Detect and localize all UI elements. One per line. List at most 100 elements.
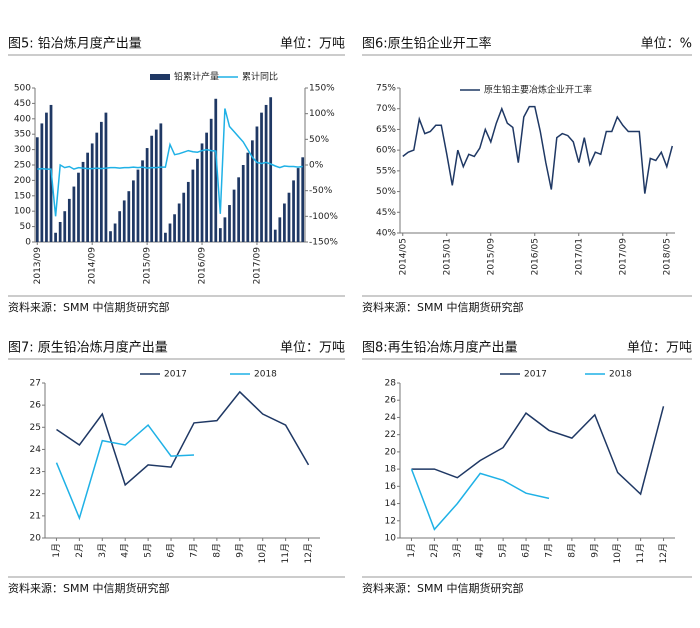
y-tick-label: 40% — [376, 229, 396, 239]
y-tick-label: 12 — [385, 516, 396, 526]
y-tick-label: 55% — [376, 166, 396, 176]
bar — [237, 177, 241, 242]
bar — [246, 152, 250, 242]
bar — [99, 121, 103, 242]
bar — [177, 203, 181, 242]
panel-unit: 单位：万吨 — [280, 37, 345, 52]
bar — [196, 158, 199, 242]
bar — [164, 232, 167, 242]
y2-tick-label: -150% — [309, 238, 338, 248]
bar — [159, 123, 163, 242]
bar — [127, 191, 131, 242]
bar — [72, 186, 76, 242]
y-tick-label: 14 — [385, 499, 397, 509]
x-tick-label: 1月 — [406, 543, 417, 558]
bar — [145, 148, 149, 242]
source-note: 资料来源：SMM 中信期货研究部 — [8, 300, 169, 314]
x-tick-label: 7月 — [188, 543, 199, 558]
bar — [260, 112, 263, 242]
bar — [228, 205, 231, 242]
panel-title: 图8:再生铅冶炼月度产出量 — [362, 340, 518, 356]
bar — [218, 228, 222, 242]
bar — [273, 229, 277, 242]
x-tick-label: 4月 — [475, 543, 486, 558]
x-tick-label: 2016/09 — [198, 247, 208, 285]
x-tick-label: 6月 — [166, 543, 177, 558]
legend-label: 2017 — [524, 370, 547, 380]
x-tick-label: 12月 — [658, 543, 669, 563]
bar — [132, 180, 135, 242]
y-tick-label: 50% — [376, 187, 396, 197]
bar — [40, 123, 44, 242]
bar — [241, 165, 245, 242]
bar — [150, 135, 154, 242]
y-tick-label: 300 — [14, 145, 31, 155]
y-tick-label: 100 — [14, 207, 31, 217]
bar — [95, 132, 99, 242]
series-line — [37, 108, 303, 217]
y-tick-label: 18 — [385, 465, 397, 475]
x-tick-label: 10月 — [257, 543, 268, 563]
series-line — [402, 105, 674, 194]
y-tick-label: 23 — [30, 467, 41, 477]
bar — [223, 217, 227, 242]
x-tick-label: 2017/09 — [252, 247, 262, 285]
bar — [118, 211, 122, 242]
series-line — [55, 424, 195, 521]
bar — [45, 112, 48, 242]
bar — [86, 152, 89, 242]
x-tick-label: 2018/05 — [662, 238, 672, 275]
y-tick-label: 250 — [14, 161, 31, 171]
y2-tick-label: -100% — [309, 212, 338, 222]
x-tick-label: 2月 — [429, 543, 440, 558]
bar — [90, 143, 94, 242]
x-tick-label: 5月 — [143, 543, 154, 558]
panel-unit: 单位：% — [641, 37, 692, 52]
legend-label: 铅累计产量 — [174, 71, 219, 83]
bar — [154, 129, 158, 242]
y2-tick-label: 50% — [309, 135, 329, 145]
bar — [81, 161, 85, 242]
bar — [113, 223, 117, 242]
bar — [278, 217, 282, 242]
x-tick-label: 2月 — [74, 543, 85, 558]
legend-label: 2018 — [609, 370, 632, 380]
y-tick-label: 450 — [14, 99, 31, 109]
y-tick-label: 0 — [25, 238, 31, 248]
y2-tick-label: 100% — [309, 109, 335, 119]
y-tick-label: 70% — [376, 104, 396, 114]
x-tick-label: 3月 — [97, 543, 108, 558]
y-tick-label: 24 — [30, 445, 42, 455]
x-tick-label: 9月 — [234, 543, 245, 558]
x-tick-label: 8月 — [211, 543, 222, 558]
bar — [287, 192, 291, 242]
x-tick-label: 4月 — [120, 543, 131, 558]
bar — [67, 198, 71, 242]
y-tick-label: 20 — [385, 447, 397, 457]
y2-tick-label: -50% — [309, 186, 333, 196]
bar — [264, 104, 268, 242]
bar — [200, 143, 204, 242]
bar — [251, 140, 254, 242]
bar — [54, 232, 57, 242]
y-tick-label: 25 — [30, 423, 41, 433]
x-tick-label: 2016/05 — [530, 238, 540, 275]
x-tick-label: 8月 — [566, 543, 577, 558]
y-tick-label: 21 — [30, 511, 41, 521]
x-tick-label: 2017/09 — [618, 238, 628, 276]
x-tick-label: 11月 — [280, 543, 291, 563]
y-tick-label: 27 — [30, 379, 41, 389]
bar — [58, 221, 62, 242]
bar — [136, 169, 140, 242]
bar — [209, 118, 213, 242]
panel-unit: 单位：万吨 — [280, 341, 345, 356]
source-note: 资料来源：SMM 中信期货研究部 — [8, 581, 169, 595]
x-tick-label: 2017/01 — [574, 238, 584, 275]
x-tick-label: 9月 — [589, 543, 600, 558]
x-tick-label: 7月 — [543, 543, 554, 558]
y-tick-label: 350 — [14, 130, 31, 140]
x-tick-label: 10月 — [612, 543, 623, 563]
source-note: 资料来源：SMM 中信期货研究部 — [362, 300, 523, 314]
bar — [232, 189, 236, 242]
